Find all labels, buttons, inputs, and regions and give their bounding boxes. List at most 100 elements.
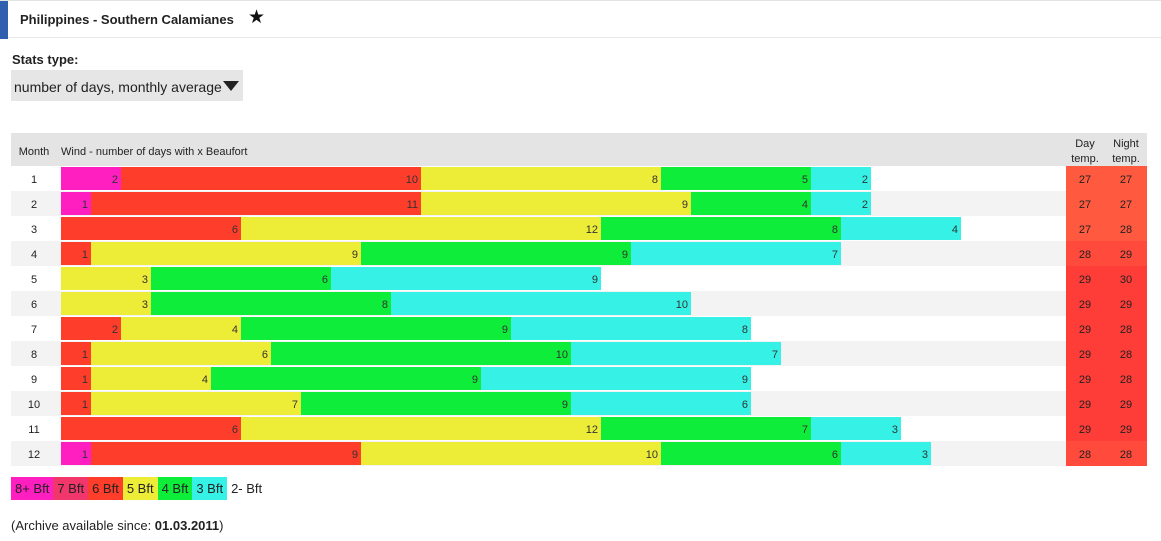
header-accent-bar (0, 1, 8, 39)
bar-value-label: 1 (82, 399, 88, 411)
temp-cell (1066, 216, 1147, 241)
bar-segment (571, 342, 781, 365)
temp-cell (1066, 391, 1147, 416)
bar-segment (241, 417, 601, 440)
bar-value-label: 9 (562, 399, 568, 411)
bar-value-label: 8 (652, 174, 658, 186)
day-temp-value: 29 (1079, 324, 1091, 336)
temp-cell (1066, 316, 1147, 341)
day-temp-value: 29 (1079, 349, 1091, 361)
night-temp-value: 27 (1120, 174, 1132, 186)
temp-cell (1066, 241, 1147, 266)
bar-value-label: 9 (352, 449, 358, 461)
bar-value-label: 2 (862, 199, 868, 211)
bar-value-label: 1 (82, 349, 88, 361)
favorite-star-icon[interactable]: ★ (248, 7, 266, 28)
bar-value-label: 3 (922, 449, 928, 461)
temp-cell (1066, 341, 1147, 366)
legend-item: 2- Bft (227, 477, 267, 500)
bar-segment (481, 367, 751, 390)
bar-value-label: 4 (232, 324, 238, 336)
bar-segment (61, 242, 91, 265)
bar-segment (121, 167, 421, 190)
month-label: 11 (28, 424, 39, 436)
bar-segment (91, 442, 361, 465)
temp-cell (1066, 416, 1147, 441)
bar-segment (421, 167, 661, 190)
bar-segment (91, 242, 361, 265)
bar-segment (571, 392, 751, 415)
night-temp-value: 29 (1120, 399, 1132, 411)
bar-segment (61, 292, 151, 315)
bar-value-label: 10 (646, 449, 658, 461)
bar-value-label: 1 (82, 374, 88, 386)
bar-segment (61, 367, 91, 390)
night-temp-value: 27 (1120, 199, 1132, 211)
night-temp-value: 28 (1120, 374, 1132, 386)
bar-value-label: 12 (586, 224, 598, 236)
month-column-header: Month (19, 146, 50, 158)
bar-value-label: 2 (862, 174, 868, 186)
legend-item: 7 Bft (53, 477, 89, 500)
bar-value-label: 7 (292, 399, 298, 411)
night-temp-header: temp. (1112, 153, 1140, 165)
stats-type-select[interactable]: number of days, monthly average (11, 70, 243, 101)
night-temp-value: 28 (1120, 224, 1132, 236)
stats-type-label: Stats type: (12, 52, 79, 67)
bar-segment (811, 167, 871, 190)
bar-value-label: 2 (112, 174, 118, 186)
dropdown-arrow-icon (223, 81, 239, 91)
day-temp-value: 29 (1079, 274, 1091, 286)
bar-value-label: 6 (262, 349, 268, 361)
bar-value-label: 6 (742, 399, 748, 411)
bar-segment (61, 342, 91, 365)
bar-segment (841, 217, 961, 240)
wind-stats-chart: Month Wind - number of days with x Beaufo… (11, 133, 1147, 466)
archive-suffix: ) (219, 518, 224, 533)
bar-segment (61, 167, 121, 190)
bar-value-label: 9 (622, 249, 628, 261)
bar-segment (61, 442, 91, 465)
bar-value-label: 8 (832, 224, 838, 236)
bar-segment (121, 317, 241, 340)
bar-value-label: 8 (742, 324, 748, 336)
night-temp-value: 29 (1120, 249, 1132, 261)
legend-item: 4 Bft (157, 477, 193, 500)
month-label: 7 (31, 324, 37, 336)
bar-segment (601, 217, 841, 240)
bar-value-label: 1 (82, 449, 88, 461)
night-temp-value: 29 (1120, 424, 1132, 436)
night-temp-value: 28 (1120, 449, 1132, 461)
legend-item: 5 Bft (122, 477, 158, 500)
month-label: 3 (31, 224, 37, 236)
month-label: 9 (31, 374, 37, 386)
bar-value-label: 9 (502, 324, 508, 336)
temp-cell (1066, 191, 1147, 216)
bar-segment (211, 367, 481, 390)
bar-segment (91, 392, 301, 415)
bar-value-label: 4 (202, 374, 208, 386)
bar-value-label: 9 (742, 374, 748, 386)
day-temp-value: 27 (1079, 174, 1091, 186)
bar-segment (331, 267, 601, 290)
bar-value-label: 10 (556, 349, 568, 361)
bar-segment (61, 392, 91, 415)
bar-value-label: 9 (472, 374, 478, 386)
day-temp-value: 27 (1079, 199, 1091, 211)
temp-cell (1066, 366, 1147, 391)
day-temp-value: 29 (1079, 374, 1091, 386)
bar-value-label: 10 (676, 299, 688, 311)
bar-segment (91, 192, 421, 215)
bar-segment (661, 442, 841, 465)
bar-value-label: 6 (232, 424, 238, 436)
day-temp-value: 29 (1079, 399, 1091, 411)
bar-segment (631, 242, 841, 265)
archive-prefix: (Archive available since: (11, 518, 155, 533)
day-temp-value: 28 (1079, 449, 1091, 461)
day-temp-header: temp. (1071, 153, 1099, 165)
month-label: 10 (28, 399, 40, 411)
night-temp-value: 28 (1120, 349, 1132, 361)
bar-segment (271, 342, 571, 365)
bar-value-label: 6 (232, 224, 238, 236)
bar-segment (421, 192, 691, 215)
